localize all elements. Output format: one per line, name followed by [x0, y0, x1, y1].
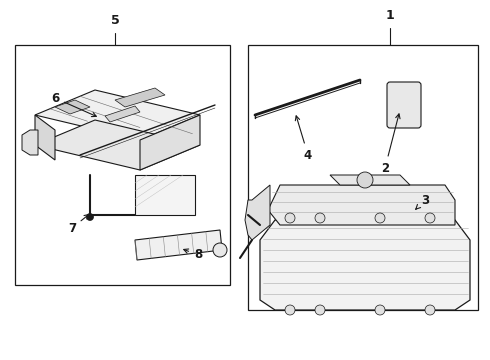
- Text: 7: 7: [68, 215, 89, 234]
- Polygon shape: [135, 230, 222, 260]
- Polygon shape: [35, 115, 55, 160]
- Circle shape: [213, 243, 227, 257]
- Circle shape: [375, 213, 385, 223]
- Polygon shape: [55, 100, 90, 114]
- Polygon shape: [140, 115, 200, 170]
- Text: 3: 3: [416, 194, 429, 209]
- Polygon shape: [115, 88, 165, 107]
- Text: 1: 1: [386, 9, 394, 22]
- Circle shape: [425, 213, 435, 223]
- FancyBboxPatch shape: [387, 82, 421, 128]
- Circle shape: [425, 305, 435, 315]
- Polygon shape: [35, 90, 200, 140]
- Text: 2: 2: [381, 114, 400, 175]
- Polygon shape: [245, 185, 270, 240]
- Circle shape: [315, 213, 325, 223]
- Polygon shape: [260, 220, 470, 310]
- Circle shape: [357, 172, 373, 188]
- Bar: [248, 45, 478, 310]
- Polygon shape: [22, 130, 38, 155]
- Polygon shape: [268, 185, 455, 225]
- Bar: [15, 45, 230, 285]
- Circle shape: [285, 305, 295, 315]
- Circle shape: [315, 305, 325, 315]
- Polygon shape: [135, 175, 195, 215]
- Text: 4: 4: [295, 116, 312, 162]
- Circle shape: [375, 305, 385, 315]
- Circle shape: [87, 213, 94, 220]
- Polygon shape: [105, 106, 140, 122]
- Polygon shape: [330, 175, 410, 185]
- Text: 8: 8: [184, 248, 202, 261]
- Text: 6: 6: [51, 91, 97, 117]
- Polygon shape: [35, 120, 200, 170]
- Text: 5: 5: [111, 14, 120, 27]
- Circle shape: [285, 213, 295, 223]
